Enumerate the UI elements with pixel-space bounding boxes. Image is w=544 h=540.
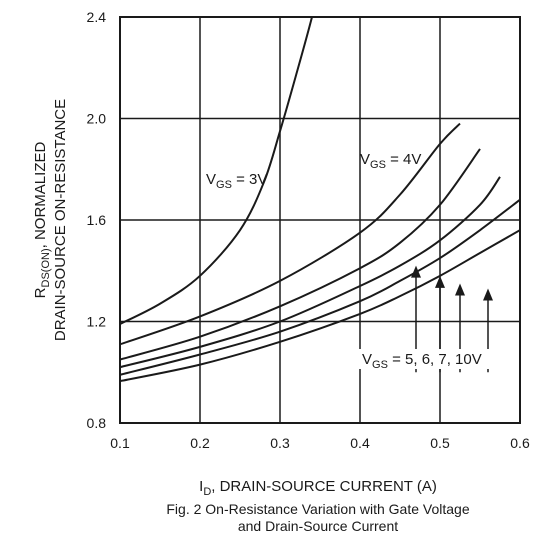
- series-line-vgs-5v: [120, 148, 481, 361]
- y-axis-label: RDS(ON), NORMALIZED DRAIN-SOURCE ON-RESI…: [32, 99, 69, 341]
- annotation-vgs-3v: VGS = 3V: [206, 171, 267, 191]
- x-tick-label: 0.5: [430, 435, 450, 451]
- figure-caption-line1: Fig. 2 On-Resistance Variation with Gate…: [166, 501, 469, 517]
- x-tick-label: 0.1: [110, 435, 130, 451]
- y-tick-label: 2.0: [87, 111, 107, 127]
- series-line-vgs-3v: [120, 17, 314, 325]
- x-axis-label: ID, DRAIN-SOURCE CURRENT (A): [199, 478, 437, 498]
- series-line-vgs-7v: [120, 198, 520, 376]
- annotation-vgs-5-6-7-10v: VGS = 5, 6, 7, 10V: [362, 351, 482, 371]
- arrow-head-0: [411, 265, 421, 278]
- y-tick-label: 1.6: [87, 212, 107, 228]
- x-tick-label: 0.6: [510, 435, 530, 451]
- x-tick-label: 0.2: [190, 435, 210, 451]
- y-axis-label-line1: RDS(ON), NORMALIZED: [32, 142, 52, 299]
- annotation-vgs-multi-bg: [358, 349, 508, 369]
- plot-frame: [119, 16, 521, 424]
- series-line-vgs-6v: [120, 176, 501, 369]
- x-tick-label: 0.3: [270, 435, 290, 451]
- arrow-head-3: [483, 288, 493, 301]
- y-tick-label: 2.4: [87, 9, 107, 25]
- arrow-head-1: [435, 275, 445, 288]
- series-line-vgs-10v: [120, 229, 520, 383]
- y-tick-label: 1.2: [87, 314, 107, 330]
- figure-caption-line2: and Drain-Source Current: [238, 518, 398, 534]
- y-axis-label-line2: DRAIN-SOURCE ON-RESISTANCE: [52, 99, 69, 341]
- y-tick-labels: 0.8 1.2 1.6 2.0 2.4: [87, 9, 107, 431]
- series-line-vgs-4v: [120, 122, 461, 346]
- x-tick-label: 0.4: [350, 435, 370, 451]
- y-tick-label: 0.8: [87, 415, 107, 431]
- series-lines: [120, 17, 520, 383]
- arrow-head-2: [455, 283, 465, 296]
- x-tick-labels: 0.1 0.2 0.3 0.4 0.5 0.6: [110, 435, 530, 451]
- annotation-vgs-4v: VGS = 4V: [360, 151, 421, 171]
